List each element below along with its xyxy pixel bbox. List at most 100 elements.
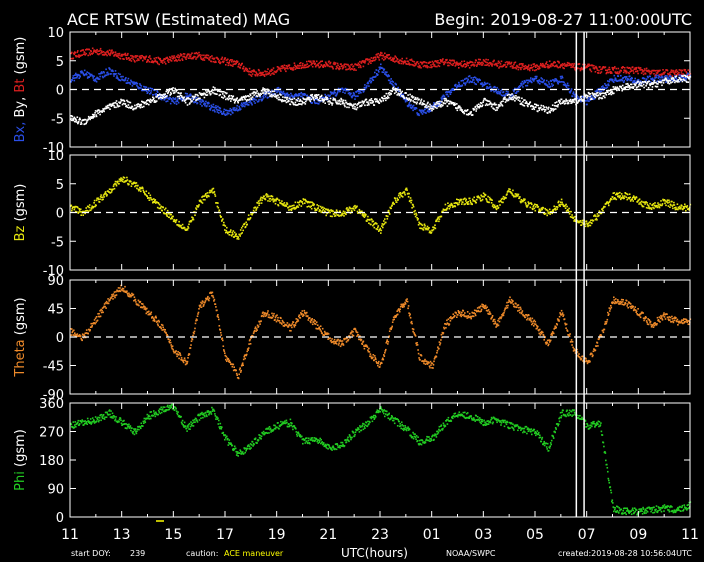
data-point-bt [369, 60, 372, 62]
data-point-bx [613, 74, 616, 77]
data-point-by [420, 98, 423, 101]
data-point-bz [170, 216, 173, 219]
data-point-bt [495, 64, 498, 66]
data-point-by [135, 106, 138, 109]
data-point-bt [417, 63, 420, 65]
data-point-bx [658, 76, 661, 78]
data-point-by [559, 100, 561, 102]
data-point-bz [220, 216, 223, 218]
data-point-bt [282, 66, 284, 68]
data-point-bx [464, 84, 467, 86]
data-point-by [234, 99, 237, 101]
data-point-by [510, 98, 513, 101]
data-point-bx [626, 79, 628, 82]
data-point-bt [601, 68, 603, 71]
data-point-by [319, 99, 322, 102]
data-point-bt [158, 63, 160, 66]
data-point-bt [291, 69, 294, 71]
data-point-bt [582, 63, 584, 66]
data-point-bz [213, 190, 216, 193]
data-point-by [598, 96, 601, 99]
data-point-bt [264, 70, 267, 73]
data-point-bt [108, 49, 111, 51]
data-point-bx [387, 74, 390, 76]
data-point-bx [552, 79, 555, 81]
data-point-bt [344, 66, 347, 68]
data-point-bt [411, 63, 413, 66]
data-point-bx [218, 112, 220, 114]
data-point-bz [446, 208, 448, 210]
data-point-bz [208, 191, 211, 194]
data-point-by [436, 101, 439, 103]
data-point-bt [269, 70, 271, 72]
data-point-by [457, 107, 459, 109]
data-point-bz [142, 189, 145, 192]
data-point-bx [330, 91, 332, 94]
data-point-bt [686, 72, 688, 74]
data-point-bt [586, 65, 589, 67]
data-point-bz [104, 192, 106, 195]
data-point-bx [469, 81, 472, 83]
data-point-bz [524, 198, 526, 201]
data-point-by [313, 99, 315, 101]
data-point-by [106, 106, 108, 109]
data-point-by [270, 95, 272, 97]
data-point-bz [532, 205, 535, 208]
data-point-bt [441, 60, 443, 63]
data-point-bx [606, 84, 608, 87]
data-point-by [240, 96, 243, 98]
data-point-bt [471, 64, 473, 66]
data-point-bt [237, 65, 239, 68]
data-point-bt [316, 63, 319, 66]
data-point-bz [338, 215, 340, 217]
data-point-bt [80, 54, 82, 57]
data-point-bt [433, 65, 435, 67]
data-point-bz [158, 207, 160, 210]
data-point-bx [147, 87, 150, 90]
data-point-bz [489, 198, 492, 200]
data-point-bz [476, 196, 479, 199]
data-point-bx [390, 83, 393, 85]
data-point-bz [596, 219, 598, 221]
data-point-by [595, 93, 597, 96]
data-point-bt [416, 61, 419, 63]
data-point-bt [194, 56, 196, 58]
data-point-bz [493, 204, 496, 207]
data-point-by [278, 96, 280, 99]
data-point-bx [349, 94, 351, 96]
data-point-bx [76, 75, 79, 78]
data-point-bt [157, 57, 160, 59]
data-point-bz [556, 208, 558, 210]
data-point-by [83, 118, 86, 121]
data-point-by [73, 116, 76, 119]
data-point-by [235, 99, 238, 101]
data-point-bx [566, 82, 569, 85]
data-point-bz [148, 192, 150, 194]
data-point-bx [333, 89, 336, 92]
data-point-bz [146, 195, 149, 198]
data-point-bx [404, 100, 407, 103]
data-point-bt [221, 58, 223, 60]
data-point-bz [634, 197, 637, 199]
data-point-bx [560, 81, 563, 83]
data-point-bz [142, 187, 144, 189]
data-point-bx [181, 98, 184, 101]
data-point-bz [161, 209, 163, 212]
data-point-bx [263, 94, 266, 96]
data-point-by [415, 102, 418, 105]
data-point-by [97, 112, 99, 115]
data-point-bt [687, 69, 690, 71]
data-point-bx [367, 82, 370, 85]
data-point-bz [309, 201, 311, 204]
data-point-by [436, 107, 438, 109]
data-point-bt [367, 59, 369, 61]
data-point-bt [463, 60, 466, 62]
data-point-bx [642, 77, 644, 79]
data-point-bx [298, 93, 300, 95]
data-point-bz [325, 214, 327, 217]
data-point-bt [267, 73, 270, 75]
data-point-bz [152, 200, 155, 203]
data-point-bz [620, 198, 622, 201]
data-point-by [177, 92, 180, 94]
data-point-by [236, 97, 238, 99]
